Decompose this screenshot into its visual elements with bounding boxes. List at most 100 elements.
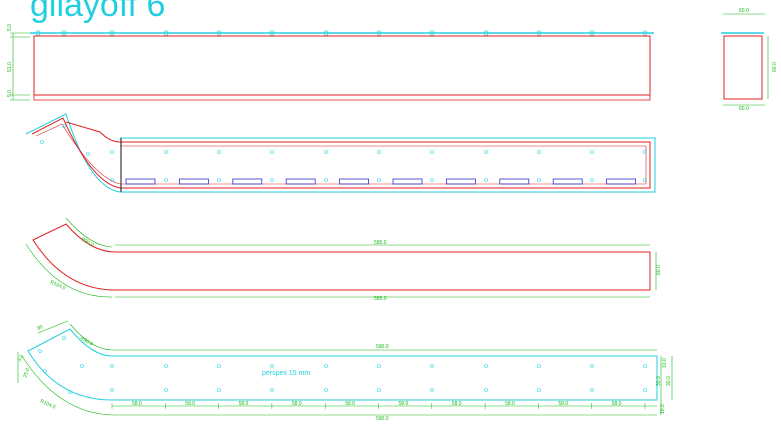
front-base-strip [33,94,651,101]
plate-spacing-labels: 58.0 58.0 58.0 58.0 58.0 58.0 58.0 58.0 58.0 58.0 [132,401,622,407]
plate-spacing-label: 58.0 [558,401,568,407]
front-rail-ticks [36,30,647,36]
plan-view [25,113,656,193]
profile-bottom-length: 585.0 [374,296,387,302]
plan-slot [445,178,476,185]
plate-spacing-ticks [111,403,646,409]
plan-hole [164,178,168,182]
plan-hole [537,178,541,182]
plate-hole [430,364,434,368]
rail-tick [270,30,274,36]
plate-spacing-label: 58.0 [239,401,249,407]
profile-top-length: 585.0 [374,240,387,246]
plate-hole [537,388,541,392]
rail-tick [217,30,221,36]
plate-top-length: 590.0 [376,344,389,350]
plate-holes [38,336,647,394]
profile-height: 60.0 [656,265,662,275]
plate-hole [590,364,594,368]
rail-tick [36,30,40,36]
plate-hole [377,364,381,368]
rail-tick [430,30,434,36]
rail-tick [110,30,114,36]
plan-hole [537,150,541,154]
plate-hole [80,364,84,368]
plate-hole [270,364,274,368]
plan-slots [125,178,636,185]
plate-hole [324,388,328,392]
plate-hole [377,388,381,392]
plan-hole [217,178,221,182]
plan-hole [62,124,66,128]
plan-hole [590,178,594,182]
plate-spacing-label: 58.0 [452,401,462,407]
plate-hole [217,364,221,368]
plate-hole [590,388,594,392]
front-dim-mid: 51.0 [7,62,13,72]
plan-hole [164,150,168,154]
plan-slot [125,178,156,185]
plate-left-a: 3.0 [17,354,26,363]
plan-hole [110,178,114,182]
plate-hole [643,364,647,368]
plate-spacing-label: 58.0 [612,401,622,407]
plan-hole [484,178,488,182]
plan-hole [377,178,381,182]
plate-spacing-label: 58.0 [345,401,355,407]
plan-slot [285,178,316,185]
plate-hole [270,388,274,392]
front-view: 5.0 51.0 5.0 [7,24,654,101]
profile-arc-inner: R90.0 [80,237,95,249]
plan-hole [217,150,221,154]
plate-spacing-label: 58.0 [292,401,302,407]
plan-slot [606,178,636,185]
plan-outer-cyan [25,113,656,193]
material-note: perspex 15 mm [262,370,310,377]
plate-view: 90 R90.0 3.0 25.0 R104.0 590.0 590.0 10.… [17,320,673,422]
rail-tick [590,30,594,36]
plate-right-bot: 10.0 [660,404,666,414]
plate-outline [27,328,658,401]
plate-arc-outer: R104.0 [39,398,56,410]
plate-hole [43,369,47,373]
plan-slot [339,178,370,185]
front-dim-bot: 5.0 [7,90,13,97]
plate-left-b: 25.0 [22,367,31,378]
rail-tick [324,30,328,36]
plate-hole [164,364,168,368]
plan-hole [110,150,114,154]
profile-arc-outer: R104.0 [49,279,66,291]
plan-hole [324,150,328,154]
plate-hole [110,388,114,392]
plan-hole [86,152,90,156]
plate-hole [68,390,72,394]
plan-hole [430,150,434,154]
plan-hole [324,178,328,182]
plan-slot [392,178,423,185]
plate-spacing-label: 58.0 [185,401,195,407]
plan-hole [430,178,434,182]
plate-hole [38,349,42,353]
front-dim-top: 5.0 [7,24,13,31]
plate-arc-inner: R90.0 [79,336,94,348]
plate-spacing-label: 58.0 [132,401,142,407]
plate-hole [324,364,328,368]
rail-tick [484,30,488,36]
plan-slot [552,178,583,185]
rail-tick [643,30,647,36]
plate-hole [164,388,168,392]
rail-tick [62,30,66,36]
plate-right-mid1: 30.0 [656,376,662,386]
side-dim-bottom: 60.0 [739,106,749,112]
plan-hole [377,150,381,154]
plate-right-mid2: 30.0 [666,376,672,386]
plan-outline [31,117,651,189]
side-dim-right: 60.0 [772,62,778,72]
plan-hole [270,178,274,182]
rail-tick [537,30,541,36]
plate-spacing-label: 58.0 [399,401,409,407]
plate-right-top: 10.0 [662,358,668,368]
rail-tick [164,30,168,36]
plate-hole [537,364,541,368]
plan-hole [40,140,44,144]
